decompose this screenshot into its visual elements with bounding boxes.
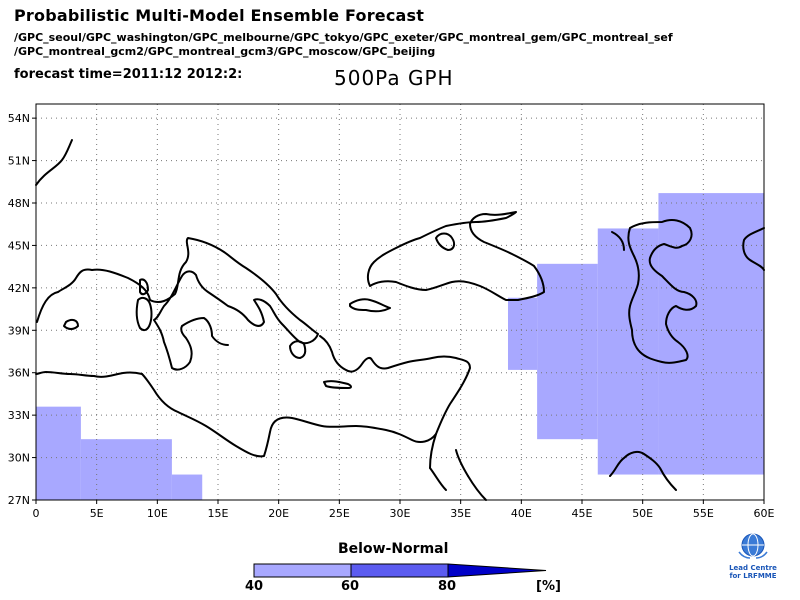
legend-swatch: [253, 563, 352, 578]
lat-tick-label: 42N: [8, 282, 30, 295]
lon-tick-label: 25E: [329, 507, 350, 520]
legend-color-bar: [253, 563, 547, 578]
logo-line-2: for LRFMME: [729, 572, 777, 580]
shaded-cell: [597, 228, 659, 475]
globe-icon: [738, 533, 768, 559]
shaded-cell: [658, 193, 764, 475]
lon-tick-label: 55E: [693, 507, 714, 520]
lon-tick-label: 30E: [390, 507, 411, 520]
logo-line-1: Lead Centre: [729, 564, 777, 572]
map-title: Probabilistic Multi-Model Ensemble Forec…: [14, 6, 425, 25]
lat-tick-label: 30N: [8, 452, 30, 465]
legend-swatch: [350, 563, 449, 578]
lon-tick-label: 35E: [450, 507, 471, 520]
shaded-cell: [171, 474, 203, 500]
lat-tick-label: 45N: [8, 239, 30, 252]
probability-shading: [36, 193, 764, 500]
legend-title: Below-Normal: [338, 541, 449, 557]
lat-tick-label: 27N: [8, 494, 30, 507]
lon-tick-label: 45E: [572, 507, 593, 520]
lon-tick-label: 50E: [632, 507, 653, 520]
lon-tick-label: 10E: [147, 507, 168, 520]
lat-tick-label: 39N: [8, 324, 30, 337]
lon-tick-label: 0: [33, 507, 40, 520]
lon-tick-label: 60E: [754, 507, 775, 520]
legend-unit: [%]: [536, 579, 561, 594]
lat-tick-label: 33N: [8, 409, 30, 422]
variable-label: 500Pa GPH: [334, 66, 454, 90]
legend-swatch-arrow: [447, 563, 547, 578]
shaded-cell: [36, 406, 81, 500]
lon-tick-label: 20E: [268, 507, 289, 520]
shaded-cell: [80, 439, 172, 500]
latitude-tick-labels: 27N 30N 33N 36N 39N 42N 45N 48N 51N 54N: [8, 112, 36, 507]
lat-tick-label: 51N: [8, 155, 30, 168]
wmo-logo: Lead Centre for LRFMME: [718, 530, 788, 580]
lon-tick-label: 5E: [90, 507, 104, 520]
lon-tick-label: 40E: [511, 507, 532, 520]
forecast-time: forecast time=2011:12 2012:2:: [14, 67, 243, 82]
shaded-cell: [507, 297, 538, 370]
model-list-line-2: /GPC_montreal_gcm2/GPC_montreal_gcm3/GPC…: [14, 45, 436, 58]
shaded-cell: [537, 263, 598, 440]
lat-tick-label: 36N: [8, 367, 30, 380]
lat-tick-label: 48N: [8, 197, 30, 210]
longitude-tick-labels: 0 5E 10E 15E 20E 25E 30E 35E 40E 45E 50E 55E 60E: [33, 500, 775, 520]
legend-label-80: 80: [438, 579, 457, 594]
model-list-line-1: /GPC_seoul/GPC_washington/GPC_melbourne/…: [14, 31, 673, 44]
lon-tick-label: 15E: [208, 507, 229, 520]
lat-tick-label: 54N: [8, 112, 30, 125]
coastlines: [35, 139, 765, 501]
legend-label-40: 40: [245, 579, 264, 594]
legend-label-60: 60: [341, 579, 360, 594]
